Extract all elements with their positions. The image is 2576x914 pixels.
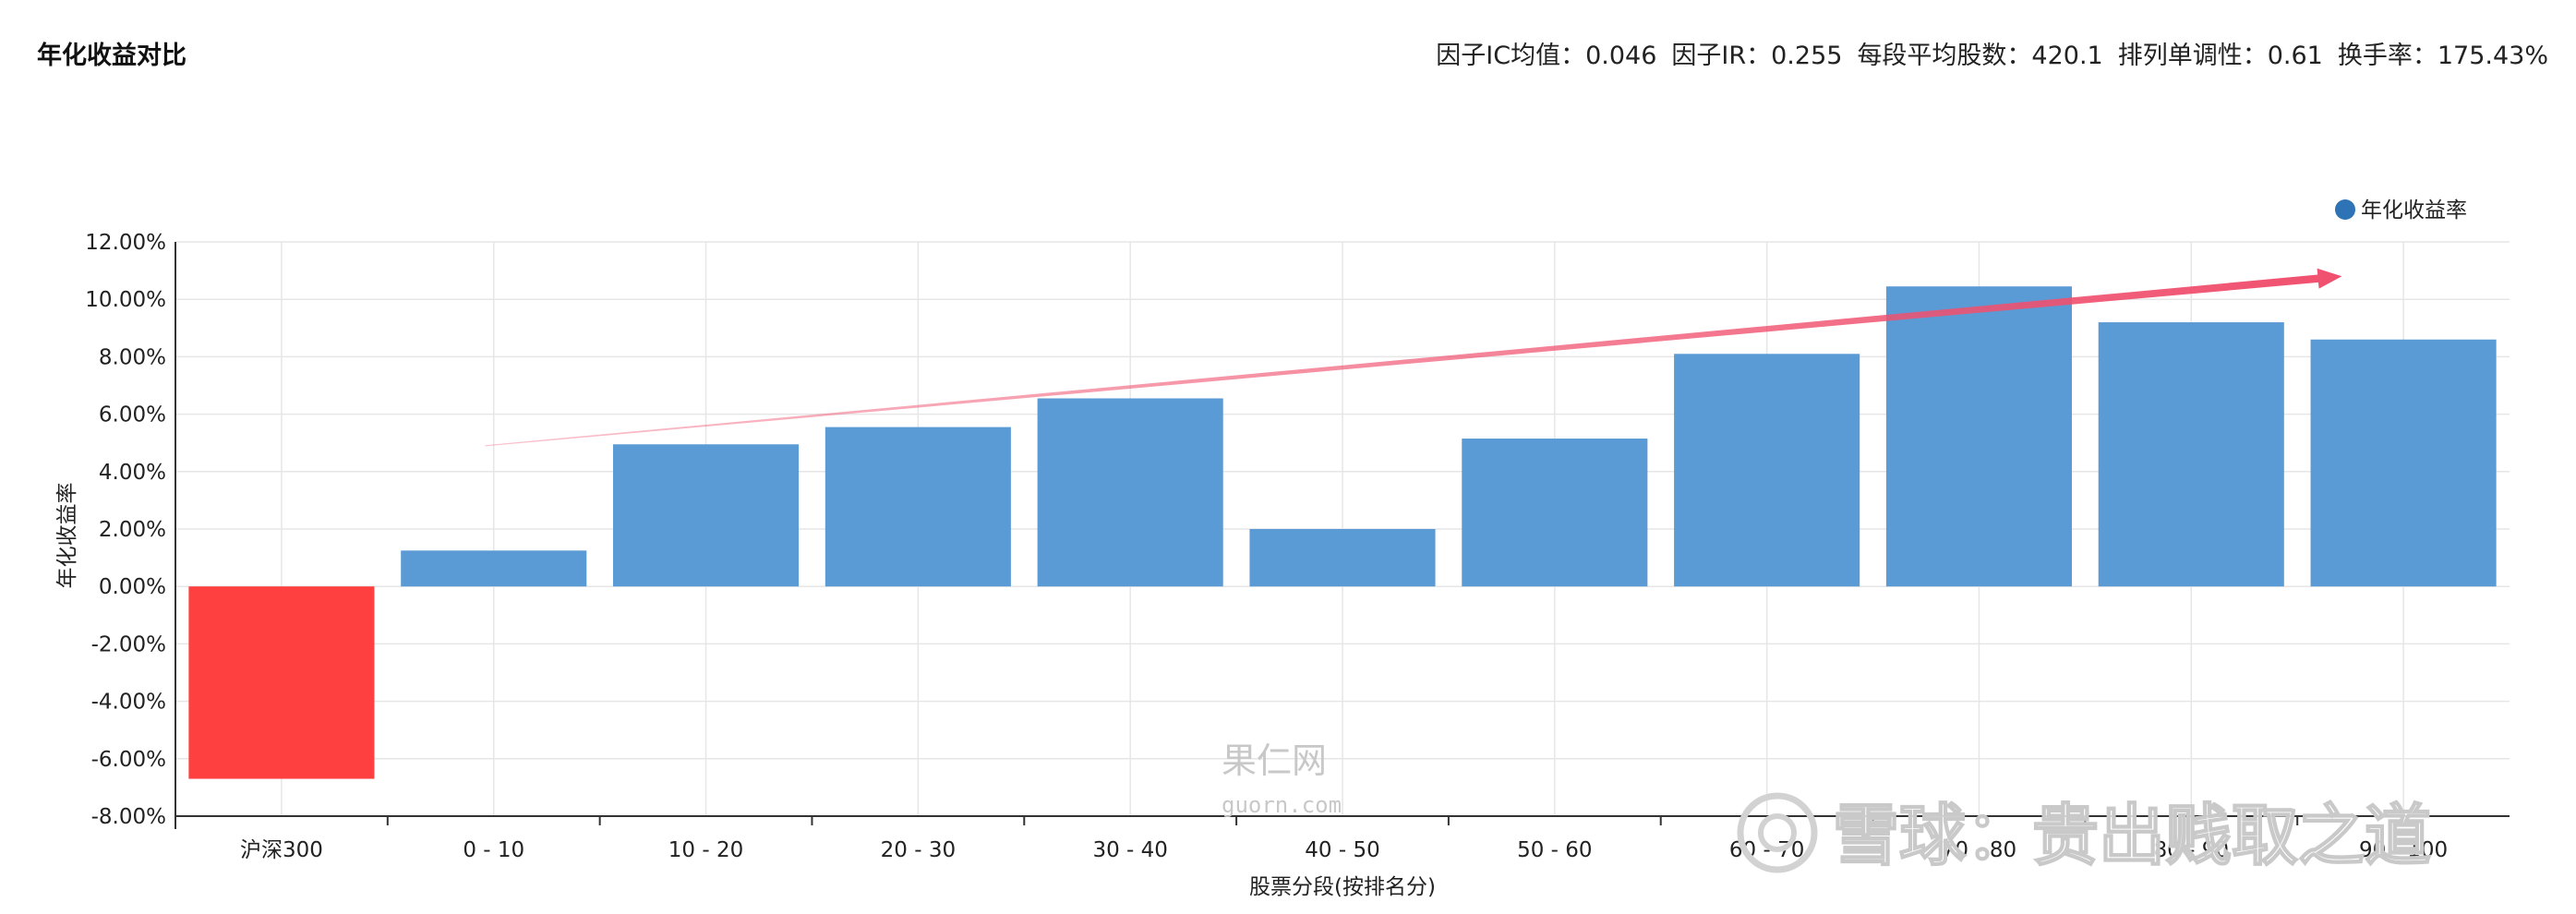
- x-tick-label: 80 - 90: [2154, 838, 2229, 862]
- watermark-site-url: guorn.com: [1222, 792, 1342, 818]
- y-tick-label: -8.00%: [91, 805, 166, 829]
- x-tick-label: 90 - 100: [2359, 838, 2448, 862]
- y-tick-label: 10.00%: [85, 288, 166, 312]
- y-tick-label: 6.00%: [99, 403, 166, 427]
- x-tick-label: 沪深300: [240, 838, 323, 862]
- bar-9[interactable]: [2098, 322, 2284, 587]
- factor-stats: 因子IC均值：0.046 因子IR：0.255 每段平均股数：420.1 排列单调性：…: [1421, 35, 2548, 71]
- y-axis-title: 年化收益率: [55, 483, 79, 589]
- bar-2[interactable]: [613, 444, 800, 587]
- chart-title: 年化收益对比: [37, 42, 187, 70]
- x-tick-label: 70 - 80: [1942, 838, 2016, 862]
- bars: [188, 286, 2497, 779]
- watermark-logo-icon: [1737, 792, 1818, 873]
- watermarks: 果仁网 guorn.com 雪球：贵出贱取之道: [1222, 740, 2432, 875]
- legend[interactable]: 年化收益率: [2335, 198, 2467, 222]
- y-tick-label: 2.00%: [99, 518, 166, 542]
- bar-3[interactable]: [825, 427, 1011, 587]
- factor-stat: 因子IC均值：0.046: [1436, 42, 1657, 70]
- bar-8[interactable]: [1885, 286, 2072, 587]
- axes: [175, 242, 2510, 829]
- y-tick-label: -6.00%: [91, 748, 166, 772]
- x-tick-label: 10 - 20: [668, 838, 743, 862]
- x-tick-label: 50 - 60: [1517, 838, 1592, 862]
- trend-arrow: [485, 268, 2342, 447]
- factor-stat: 每段平均股数：420.1: [1857, 42, 2103, 70]
- bar-1[interactable]: [401, 550, 587, 587]
- y-tick-label: 12.00%: [85, 231, 166, 255]
- x-tick-label: 30 - 40: [1092, 838, 1167, 862]
- x-axis-title: 股票分段(按排名分): [1249, 875, 1436, 899]
- y-tick-label: -4.00%: [91, 691, 166, 715]
- bar-5[interactable]: [1249, 529, 1436, 587]
- watermark-credit: 雪球：贵出贱取之道: [1833, 797, 2431, 874]
- bar-7[interactable]: [1674, 354, 1860, 587]
- factor-stat: 换手率：175.43%: [2337, 42, 2548, 70]
- x-tick-label: 0 - 10: [463, 838, 524, 862]
- bar-10[interactable]: [2310, 339, 2497, 587]
- factor-stat: 排列单调性：0.61: [2117, 42, 2323, 70]
- bar-4[interactable]: [1037, 398, 1223, 587]
- y-tick-label: 0.00%: [99, 575, 166, 599]
- bar-0[interactable]: [188, 586, 375, 779]
- x-tick-label: 40 - 50: [1305, 838, 1379, 862]
- factor-stat: 因子IR：0.255: [1671, 42, 1843, 70]
- y-tick-label: 4.00%: [99, 461, 166, 485]
- watermark-site-name: 果仁网: [1222, 740, 1327, 781]
- y-tick-label: 8.00%: [99, 345, 166, 369]
- legend-marker: [2335, 199, 2355, 220]
- y-tick-label: -2.00%: [91, 632, 166, 656]
- bar-6[interactable]: [1462, 439, 1648, 587]
- legend-label: 年化收益率: [2361, 198, 2467, 222]
- x-tick-label: 20 - 30: [881, 838, 956, 862]
